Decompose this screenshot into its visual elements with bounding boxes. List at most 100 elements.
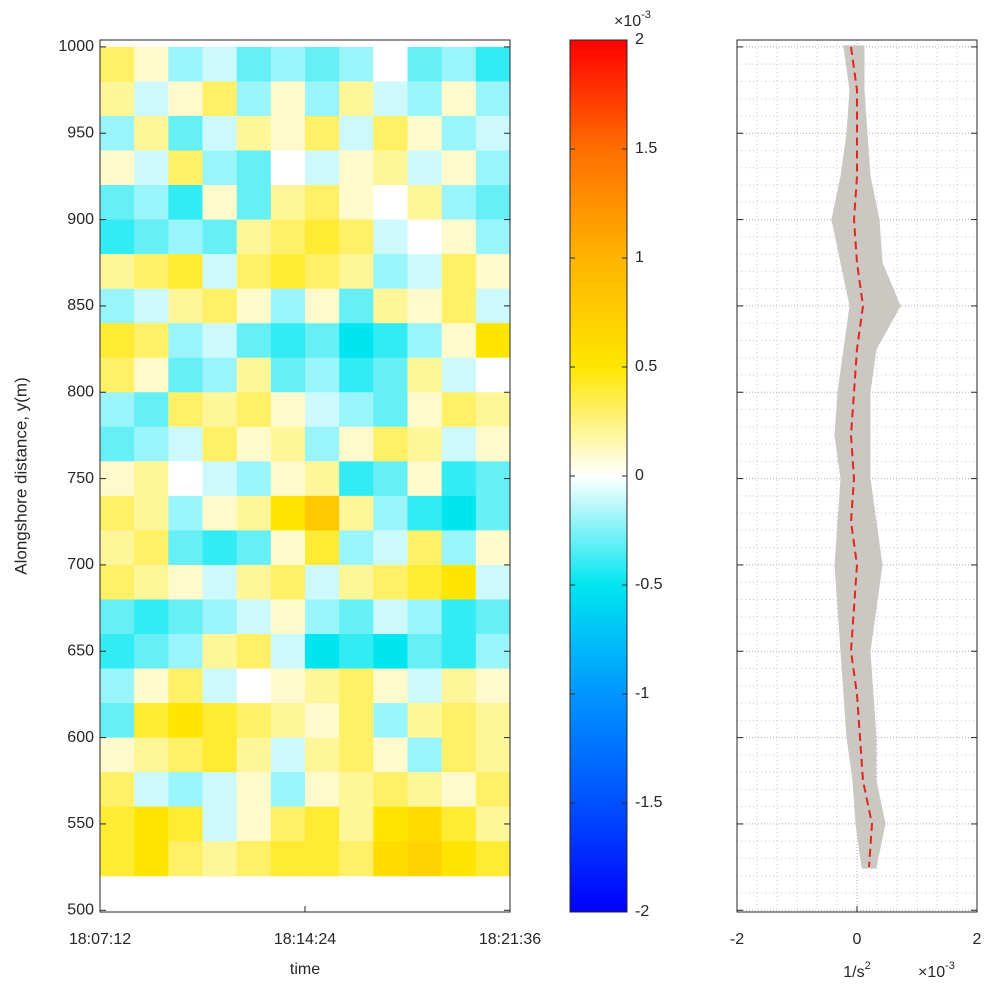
heat-cell [339,668,374,704]
heat-cell [100,392,135,428]
heat-cell [305,185,340,221]
heat-cell [407,633,443,670]
heat-cell [441,115,477,152]
heat-cell [373,461,408,497]
heat-cell [270,530,306,566]
heat-cell [134,772,169,808]
spread-band [834,520,883,567]
heat-cell [236,254,272,290]
heat-cell [475,185,511,221]
heat-cell [134,668,169,704]
heat-cell [339,703,374,739]
heat-cell [134,254,169,290]
heat-cell [202,426,238,462]
heat-cell [270,668,306,704]
heat-cell [270,841,306,877]
heat-cell [441,806,477,842]
y-tick-label: 850 [67,297,94,314]
heat-cell [236,530,272,566]
heat-cell [134,426,169,462]
x-axis-label: time [290,961,320,978]
heat-cell [339,357,374,393]
x-tick-label: 18:14:24 [274,931,336,948]
heat-cell [475,564,511,600]
heat-cell [305,219,340,255]
spread-band [837,477,877,524]
heat-cell [373,115,408,152]
heat-cell [202,46,238,82]
x-offset-label-exponent: -3 [945,960,955,972]
heat-cell [100,150,135,186]
heat-cell [236,185,272,221]
heat-cell [305,461,340,497]
heat-cell [270,357,306,393]
heat-cell [202,392,238,428]
heat-cell [339,81,374,117]
heat-cell [270,150,306,186]
heat-cell [100,737,135,773]
heat-cell [441,150,477,186]
heat-cell [407,254,443,290]
heat-cell [202,668,238,704]
heat-cell [202,288,238,324]
heat-cell [407,737,443,773]
spread-band [843,692,877,740]
heat-cell [202,772,238,808]
heat-cell [100,530,135,566]
heat-cell [441,323,477,359]
colorbar-tick-label: 1 [635,249,644,266]
heat-cell [202,185,238,221]
heat-cell [168,495,203,531]
spread-band [834,433,871,481]
heat-cell [373,530,408,566]
heat-cell [373,46,408,82]
heat-cell [441,703,477,739]
colorbar-tick-label: -0.5 [635,576,663,593]
heat-cell [168,841,203,877]
heat-cell [168,357,203,393]
heat-cell [134,323,169,359]
spread-band [855,822,886,869]
heat-cell [407,772,443,808]
heat-cell [202,737,238,773]
heat-cell [305,772,340,808]
heat-cell [339,495,374,531]
x-tick-label: -2 [730,931,744,948]
y-tick-label: 650 [67,642,94,659]
heat-cell [168,668,203,704]
heat-cell [407,323,443,359]
heat-cell [373,357,408,393]
heat-cell [168,392,203,428]
heat-cell [202,219,238,255]
heat-cell [407,357,443,393]
heat-cell [407,841,443,877]
heat-cell [373,772,408,808]
heat-cell [168,288,203,324]
colorbar-tick-label: 0 [635,467,644,484]
heat-cell [236,357,272,393]
heat-cell [373,323,408,359]
heat-cell [441,46,477,82]
mean-line [849,46,874,868]
heat-cell [134,564,169,600]
heat-cell [305,81,340,117]
heat-cell [202,806,238,842]
heat-cell [441,219,477,255]
heat-cell [373,564,408,600]
y-axis-label: Alongshore distance, y(m) [11,377,30,574]
heat-cell [168,185,203,221]
heat-cell [339,254,374,290]
heat-cell [339,392,374,428]
heat-cell [134,495,169,531]
heat-cell [373,806,408,842]
heat-cell [134,806,169,842]
heat-cell [134,185,169,221]
heat-cell [168,530,203,566]
heat-cell [100,46,135,82]
x-offset-label: ×10-3 [918,960,955,981]
heat-cell [236,841,272,877]
heat-cell [407,219,443,255]
x-axis-label-exponent: 2 [865,960,871,972]
heat-cell [100,564,135,600]
heat-cell [339,530,374,566]
